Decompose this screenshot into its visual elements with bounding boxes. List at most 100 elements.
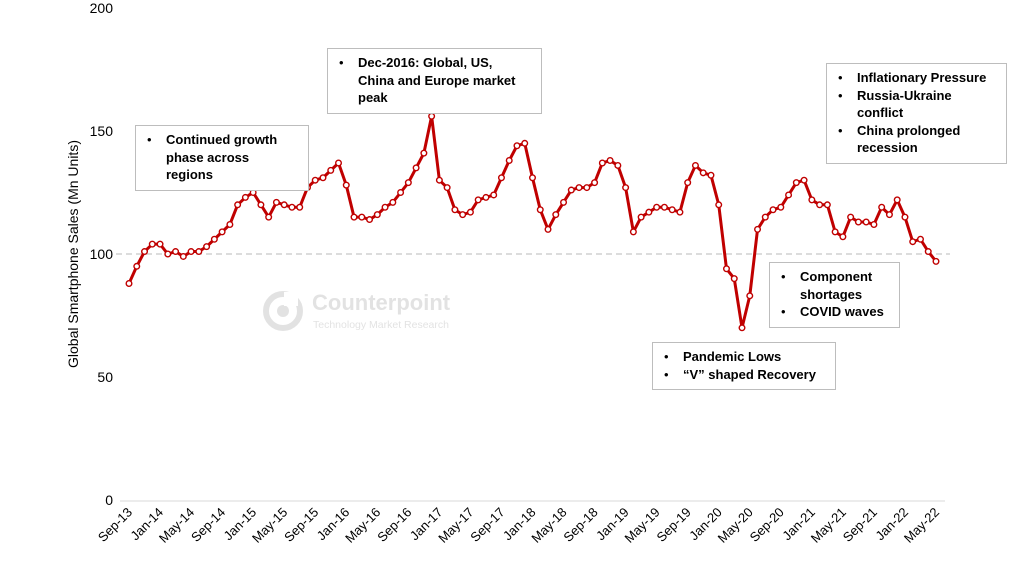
data-point <box>521 139 529 147</box>
data-point <box>885 211 893 219</box>
data-point <box>358 213 366 221</box>
data-point <box>823 201 831 209</box>
x-tick-label: May-15 <box>249 505 290 546</box>
annotation-inflation-item-2: Russia-Ukraine conflict <box>835 87 996 122</box>
data-point <box>653 203 661 211</box>
data-point <box>179 252 187 260</box>
data-point <box>738 324 746 332</box>
data-point <box>141 248 149 256</box>
data-point <box>715 201 723 209</box>
data-point <box>722 265 730 273</box>
annotation-inflation: Inflationary Pressure Russia-Ukraine con… <box>826 63 1007 164</box>
x-tick-label: May-19 <box>622 505 663 546</box>
y-tick-label: 100 <box>90 246 114 262</box>
data-point <box>637 213 645 221</box>
data-point <box>389 198 397 206</box>
data-point <box>226 220 234 228</box>
x-tick-label: May-21 <box>808 505 849 546</box>
data-point <box>288 203 296 211</box>
data-point <box>513 142 521 150</box>
data-point <box>583 184 591 192</box>
data-point <box>544 225 552 233</box>
data-point <box>497 174 505 182</box>
data-point <box>536 206 544 214</box>
data-point <box>567 186 575 194</box>
y-tick-label: 200 <box>90 0 114 16</box>
data-point <box>249 188 257 196</box>
x-tick-label: May-22 <box>901 505 942 546</box>
data-point <box>195 248 203 256</box>
data-point <box>397 188 405 196</box>
annotation-growth-item-1: Continued growth phase across regions <box>144 131 298 184</box>
data-point <box>335 159 343 167</box>
data-point <box>148 240 156 248</box>
data-points <box>125 112 940 332</box>
annotation-pandemic-item-1: Pandemic Lows <box>661 348 825 366</box>
data-point <box>435 176 443 184</box>
data-point <box>591 179 599 187</box>
annotation-inflation-item-3: China prolonged recession <box>835 122 996 157</box>
data-point <box>342 181 350 189</box>
data-point <box>482 193 490 201</box>
y-tick-label: 150 <box>90 123 114 139</box>
x-tick-label: May-14 <box>156 505 197 546</box>
data-point <box>529 174 537 182</box>
data-point <box>265 213 273 221</box>
data-point <box>575 184 583 192</box>
data-point <box>234 201 242 209</box>
data-point <box>831 228 839 236</box>
data-point <box>172 248 180 256</box>
data-point <box>761 213 769 221</box>
x-tick-label: Sep-13 <box>95 505 135 545</box>
data-point <box>699 169 707 177</box>
annotation-shortage-item-2: COVID waves <box>778 303 889 321</box>
x-tick-label: Sep-15 <box>281 505 321 545</box>
annotation-shortage-item-1: Component shortages <box>778 268 889 303</box>
data-point <box>606 157 614 165</box>
data-point <box>428 112 436 120</box>
annotation-peak: Dec-2016: Global, US, China and Europe m… <box>327 48 542 114</box>
data-point <box>622 184 630 192</box>
data-point <box>272 198 280 206</box>
x-tick-label: Sep-20 <box>747 505 787 545</box>
data-point <box>777 203 785 211</box>
x-tick-label: Sep-14 <box>188 505 228 545</box>
data-point <box>164 250 172 258</box>
annotation-peak-item-1: Dec-2016: Global, US, China and Europe m… <box>336 54 531 107</box>
data-point <box>924 248 932 256</box>
data-point <box>754 225 762 233</box>
x-tick-label: Sep-17 <box>467 505 507 545</box>
data-point <box>629 228 637 236</box>
data-point <box>412 164 420 172</box>
y-tick-label: 50 <box>97 369 113 385</box>
data-point <box>676 208 684 216</box>
data-point <box>280 201 288 209</box>
data-point <box>893 196 901 204</box>
annotation-pandemic: Pandemic Lows “V” shaped Recovery <box>652 342 836 390</box>
data-point <box>598 159 606 167</box>
data-point <box>133 262 141 270</box>
x-tick-label: May-18 <box>528 505 569 546</box>
data-point <box>878 203 886 211</box>
data-point <box>187 248 195 256</box>
x-tick-label: Sep-19 <box>654 505 694 545</box>
data-point <box>691 161 699 169</box>
data-point <box>808 196 816 204</box>
data-point <box>707 171 715 179</box>
counterpoint-logo-icon <box>263 291 303 331</box>
data-point <box>381 203 389 211</box>
data-point <box>660 203 668 211</box>
data-point <box>218 228 226 236</box>
data-point <box>451 206 459 214</box>
data-point <box>847 213 855 221</box>
x-axis: Sep-13Jan-14May-14Sep-14Jan-15May-15Sep-… <box>95 505 942 546</box>
data-point <box>870 220 878 228</box>
data-point <box>420 149 428 157</box>
x-tick-label: Sep-16 <box>374 505 414 545</box>
data-point <box>241 193 249 201</box>
data-point <box>800 176 808 184</box>
data-point <box>296 203 304 211</box>
counterpoint-watermark: Counterpoint Technology Market Research <box>262 288 492 336</box>
y-axis: 0 50 100 150 200 <box>90 0 114 508</box>
